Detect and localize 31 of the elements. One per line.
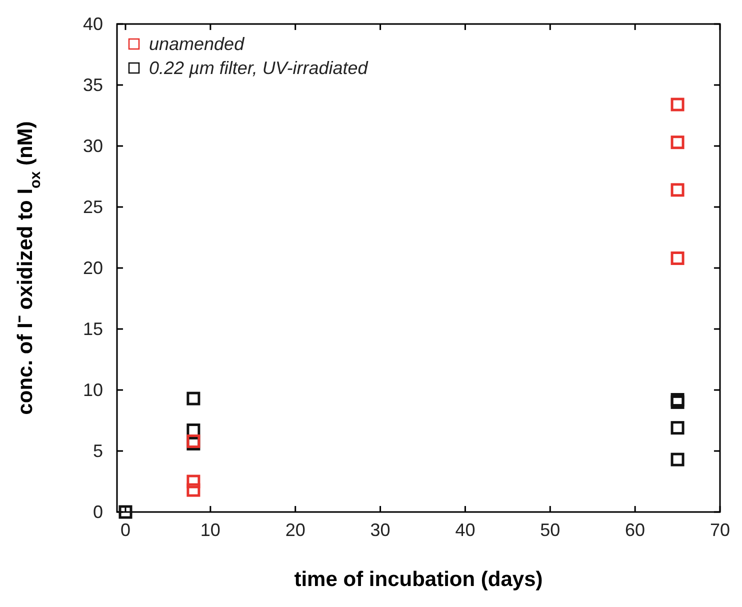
x-tick-label: 0 [120,520,130,540]
point [670,183,684,197]
legend-label: 0.22 µm filter, UV-irradiated [149,58,369,78]
y-tick-label: 0 [92,502,103,522]
point [670,136,684,150]
point [186,483,200,497]
x-tick-label: 30 [370,520,390,540]
y-tick-label: 40 [82,14,103,34]
x-tick-label: 40 [455,520,476,540]
y-tick-label: 35 [82,75,103,95]
y-tick-label: 25 [82,197,103,217]
x-tick-label: 70 [710,520,730,540]
y-tick-label: 10 [82,380,103,400]
point [670,98,684,112]
x-tick-label: 60 [625,520,646,540]
x-tick-label: 50 [540,520,560,540]
x-axis-title: time of incubation (days) [294,568,543,591]
point [186,474,200,488]
point [118,505,132,519]
y-tick-label: 5 [92,441,103,461]
point [670,251,684,265]
point [186,434,200,448]
point [186,392,200,406]
x-tick-label: 20 [285,520,306,540]
legend-label: unamended [149,34,246,54]
x-tick-label: 10 [200,520,220,540]
y-tick-label: 20 [82,258,103,278]
y-tick-label: 30 [82,136,103,156]
y-tick-label: 15 [82,319,103,339]
point [670,421,684,435]
point [670,452,684,466]
